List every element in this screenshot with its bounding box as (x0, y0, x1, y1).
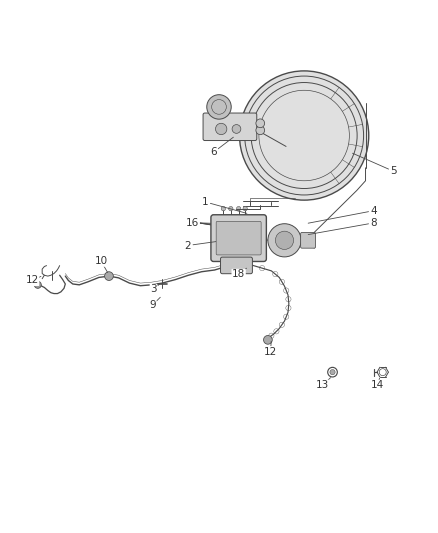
Text: 3: 3 (150, 284, 157, 294)
Circle shape (240, 71, 369, 200)
Circle shape (330, 369, 335, 375)
Text: 9: 9 (149, 300, 156, 310)
Circle shape (207, 95, 231, 119)
Text: 14: 14 (371, 380, 384, 390)
Text: 1: 1 (202, 197, 208, 207)
FancyBboxPatch shape (300, 232, 315, 248)
Text: 4: 4 (371, 206, 377, 216)
FancyBboxPatch shape (220, 257, 252, 274)
Text: 16: 16 (186, 218, 199, 228)
Circle shape (232, 125, 241, 133)
Circle shape (268, 224, 301, 257)
Text: 18: 18 (232, 269, 245, 279)
Circle shape (105, 272, 113, 280)
Circle shape (221, 206, 226, 211)
Circle shape (238, 262, 244, 269)
Text: 2: 2 (184, 240, 191, 251)
Circle shape (237, 206, 241, 211)
FancyBboxPatch shape (216, 221, 261, 255)
Text: 6: 6 (210, 147, 217, 157)
FancyBboxPatch shape (211, 215, 266, 262)
Circle shape (276, 231, 293, 249)
Text: 5: 5 (390, 166, 397, 176)
Text: 12: 12 (264, 346, 277, 357)
Circle shape (256, 119, 265, 128)
Circle shape (215, 123, 227, 135)
Circle shape (256, 126, 265, 135)
Circle shape (243, 206, 247, 211)
Circle shape (229, 262, 235, 269)
Circle shape (264, 335, 272, 344)
Text: 8: 8 (371, 218, 377, 228)
FancyBboxPatch shape (203, 113, 257, 141)
Circle shape (229, 206, 233, 211)
Circle shape (34, 281, 41, 288)
Text: 10: 10 (95, 256, 108, 266)
Text: 12: 12 (25, 276, 39, 286)
Text: 13: 13 (316, 380, 329, 390)
